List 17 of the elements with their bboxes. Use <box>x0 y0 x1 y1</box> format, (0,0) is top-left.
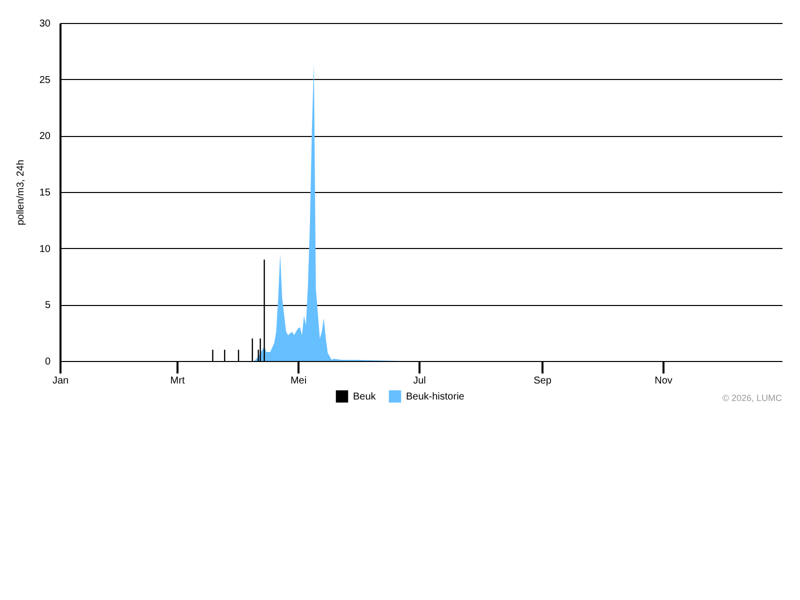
y-tick-label: 30 <box>39 18 51 30</box>
y-tick-label: 15 <box>39 188 51 198</box>
x-tick-label: Mei <box>290 376 307 386</box>
y-axis-title: pollen/m3, 24h <box>15 160 26 226</box>
x-tick-label: Jul <box>413 376 426 386</box>
x-tick-label: Nov <box>654 376 672 386</box>
x-tick-label: Jan <box>52 376 69 386</box>
y-tick-label: 10 <box>39 244 51 255</box>
y-tick-label: 25 <box>39 74 51 86</box>
y-tick-label: 5 <box>44 300 51 312</box>
x-tick-label: Mrt <box>170 376 185 386</box>
y-tick-label: 0 <box>44 356 51 368</box>
legend-label: Beuk <box>353 391 377 402</box>
text: © 2026, LUMC <box>722 393 782 403</box>
y-tick-label: 20 <box>39 131 51 142</box>
legend-label: Beuk-historie <box>406 391 465 402</box>
x-tick-label: Sep <box>534 376 552 386</box>
